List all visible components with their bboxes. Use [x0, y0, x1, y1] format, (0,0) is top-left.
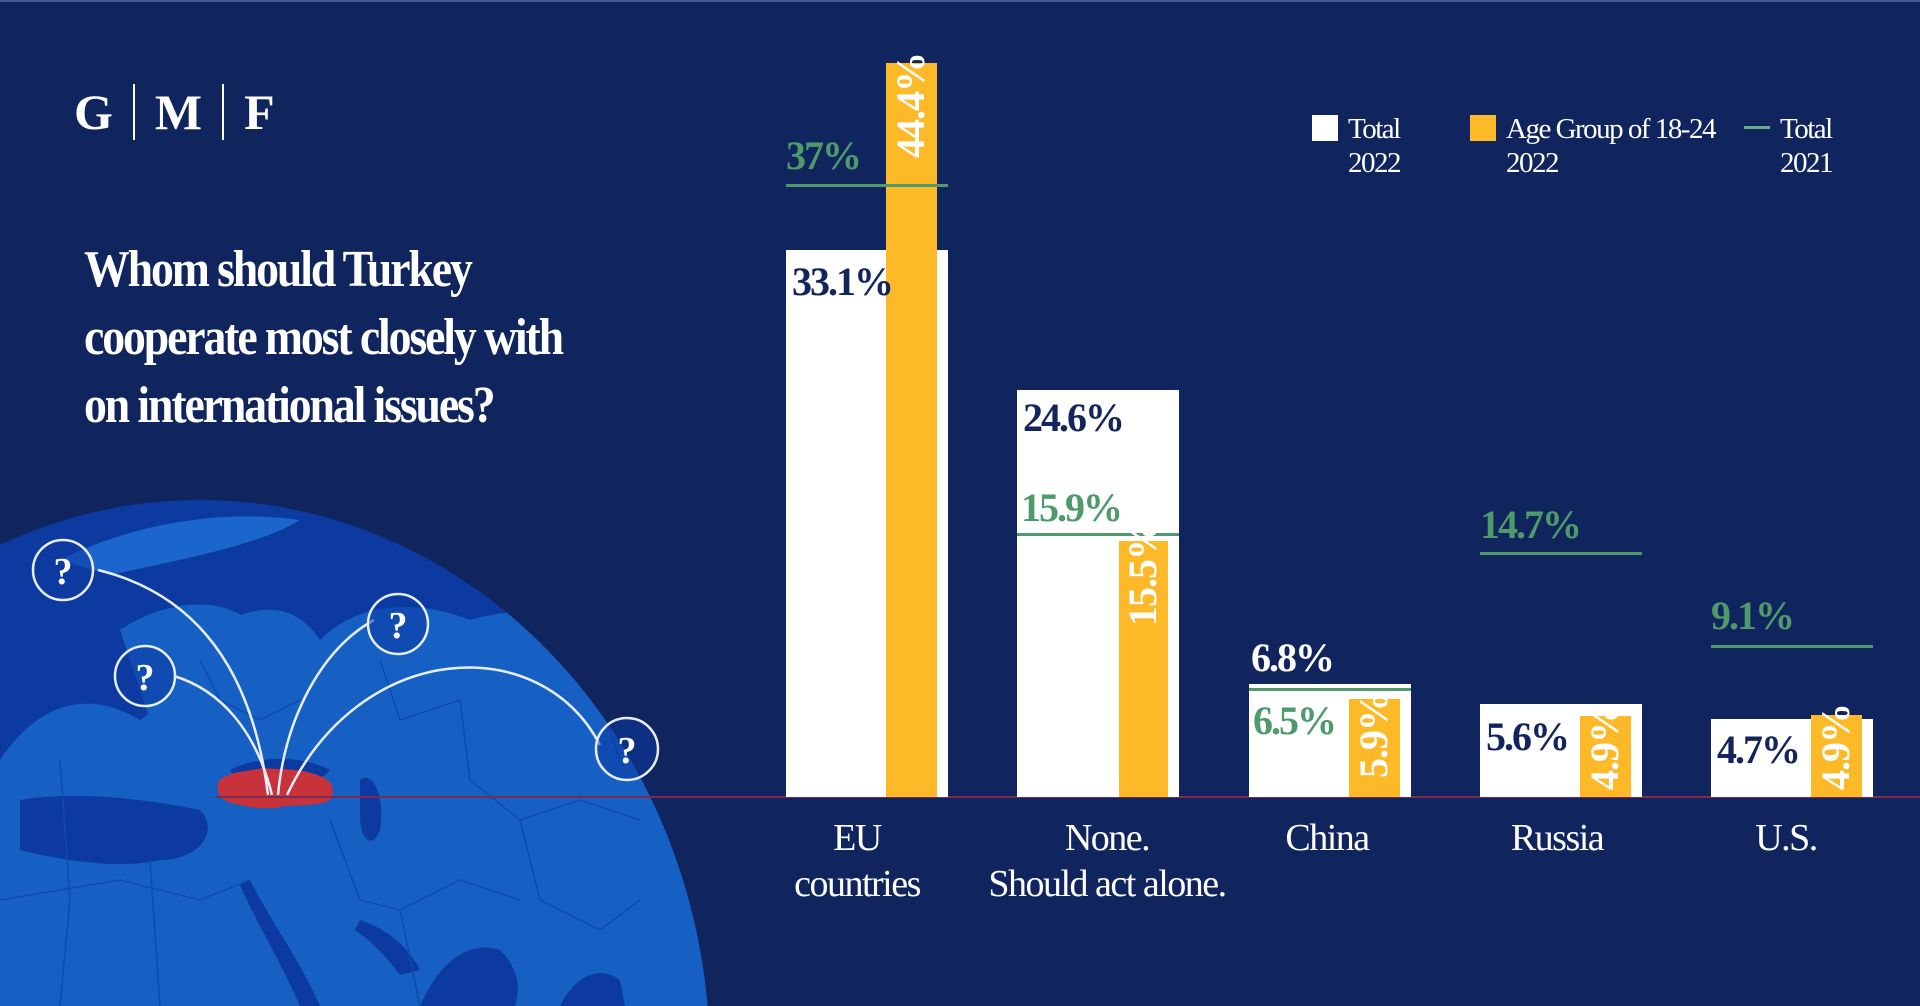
bar-group-russia: 14.7% 5.6% 4.9% — [1480, 0, 1642, 1006]
value-total-2022: 5.6% — [1486, 714, 1570, 759]
bar-group-us: 9.1% 4.7% 4.9% — [1711, 0, 1873, 1006]
marker-total-2021 — [786, 184, 948, 187]
bar-age-18-24 — [1349, 699, 1400, 797]
gmf-logo: G M F — [74, 84, 275, 140]
marker-total-2021 — [1711, 645, 1873, 648]
value-total-2021: 9.1% — [1711, 593, 1795, 638]
value-total-2021: 6.5% — [1253, 698, 1337, 743]
legend-label: Age Group of 18-24 — [1506, 113, 1716, 145]
svg-text:?: ? — [618, 730, 637, 772]
globe-land — [0, 516, 710, 1006]
value-total-2022: 4.7% — [1717, 727, 1801, 772]
title-line: Whom should Turkey — [84, 241, 473, 298]
value-age-18-24: 44.4% — [888, 53, 933, 158]
value-total-2022: 24.6% — [1023, 395, 1125, 440]
legend-label: 2022 — [1506, 147, 1560, 179]
bar-group-eu: 37% 33.1% 44.4% — [786, 0, 948, 1006]
svg-text:?: ? — [54, 551, 73, 593]
logo-letter-f: F — [244, 84, 275, 140]
value-total-2021: 15.9% — [1021, 485, 1123, 530]
title-line: cooperate most closely with — [84, 309, 564, 366]
logo-letter-g: G — [74, 84, 113, 140]
green-line-icon — [1744, 126, 1770, 129]
bar-age-18-24 — [1580, 716, 1631, 797]
bar-age-18-24 — [1811, 715, 1862, 797]
category-label-russia: Russia — [1510, 817, 1605, 859]
marker-total-2021 — [1480, 552, 1642, 555]
value-total-2022: 6.8% — [1251, 635, 1335, 680]
logo-letter-m: M — [154, 84, 203, 140]
chart-title: Whom should Turkey cooperate most closel… — [84, 236, 647, 440]
logo-divider — [132, 84, 135, 140]
value-total-2021: 37% — [786, 133, 862, 178]
white-square-icon — [1312, 115, 1338, 141]
question-markers: ? ? ? ? — [31, 538, 660, 782]
logo-divider — [222, 84, 225, 140]
value-age-18-24: 5.9% — [1351, 692, 1396, 778]
bar-age-18-24 — [1119, 541, 1168, 797]
yellow-square-icon — [1470, 115, 1496, 141]
bar-group-china: 6.8% 6.5% 5.9% — [1249, 0, 1411, 1006]
bar-group-none: 15.9% 24.6% 15.5% — [1017, 0, 1179, 1006]
category-label-us: U.S. — [1755, 817, 1818, 859]
legend-label: Total — [1348, 113, 1401, 145]
title-line: on international issues? — [84, 377, 496, 434]
svg-text:?: ? — [136, 657, 155, 699]
legend-label: 2021 — [1780, 147, 1834, 179]
globe-icon: ? ? ? ? — [0, 500, 710, 1006]
value-total-2021: 14.7% — [1480, 502, 1582, 547]
globe-illustration: ? ? ? ? — [0, 0, 760, 1006]
marker-total-2021 — [1249, 688, 1411, 691]
category-label-eu: EU countries — [794, 817, 921, 905]
turkey-shape — [217, 768, 333, 809]
marker-total-2021 — [1017, 533, 1179, 536]
value-age-18-24: 4.9% — [1582, 704, 1627, 790]
chart-baseline — [215, 796, 1920, 798]
bar-age-18-24 — [886, 63, 937, 797]
value-age-18-24: 15.5% — [1120, 521, 1165, 626]
connection-arcs — [97, 568, 602, 796]
legend-label: Total — [1780, 113, 1833, 145]
value-age-18-24: 4.9% — [1813, 704, 1858, 790]
legend-label: 2022 — [1348, 147, 1402, 179]
svg-text:?: ? — [389, 605, 408, 647]
category-label-none: None. Should act alone. — [988, 817, 1227, 905]
value-total-2022: 33.1% — [792, 259, 894, 304]
category-label-china: China — [1285, 817, 1370, 859]
